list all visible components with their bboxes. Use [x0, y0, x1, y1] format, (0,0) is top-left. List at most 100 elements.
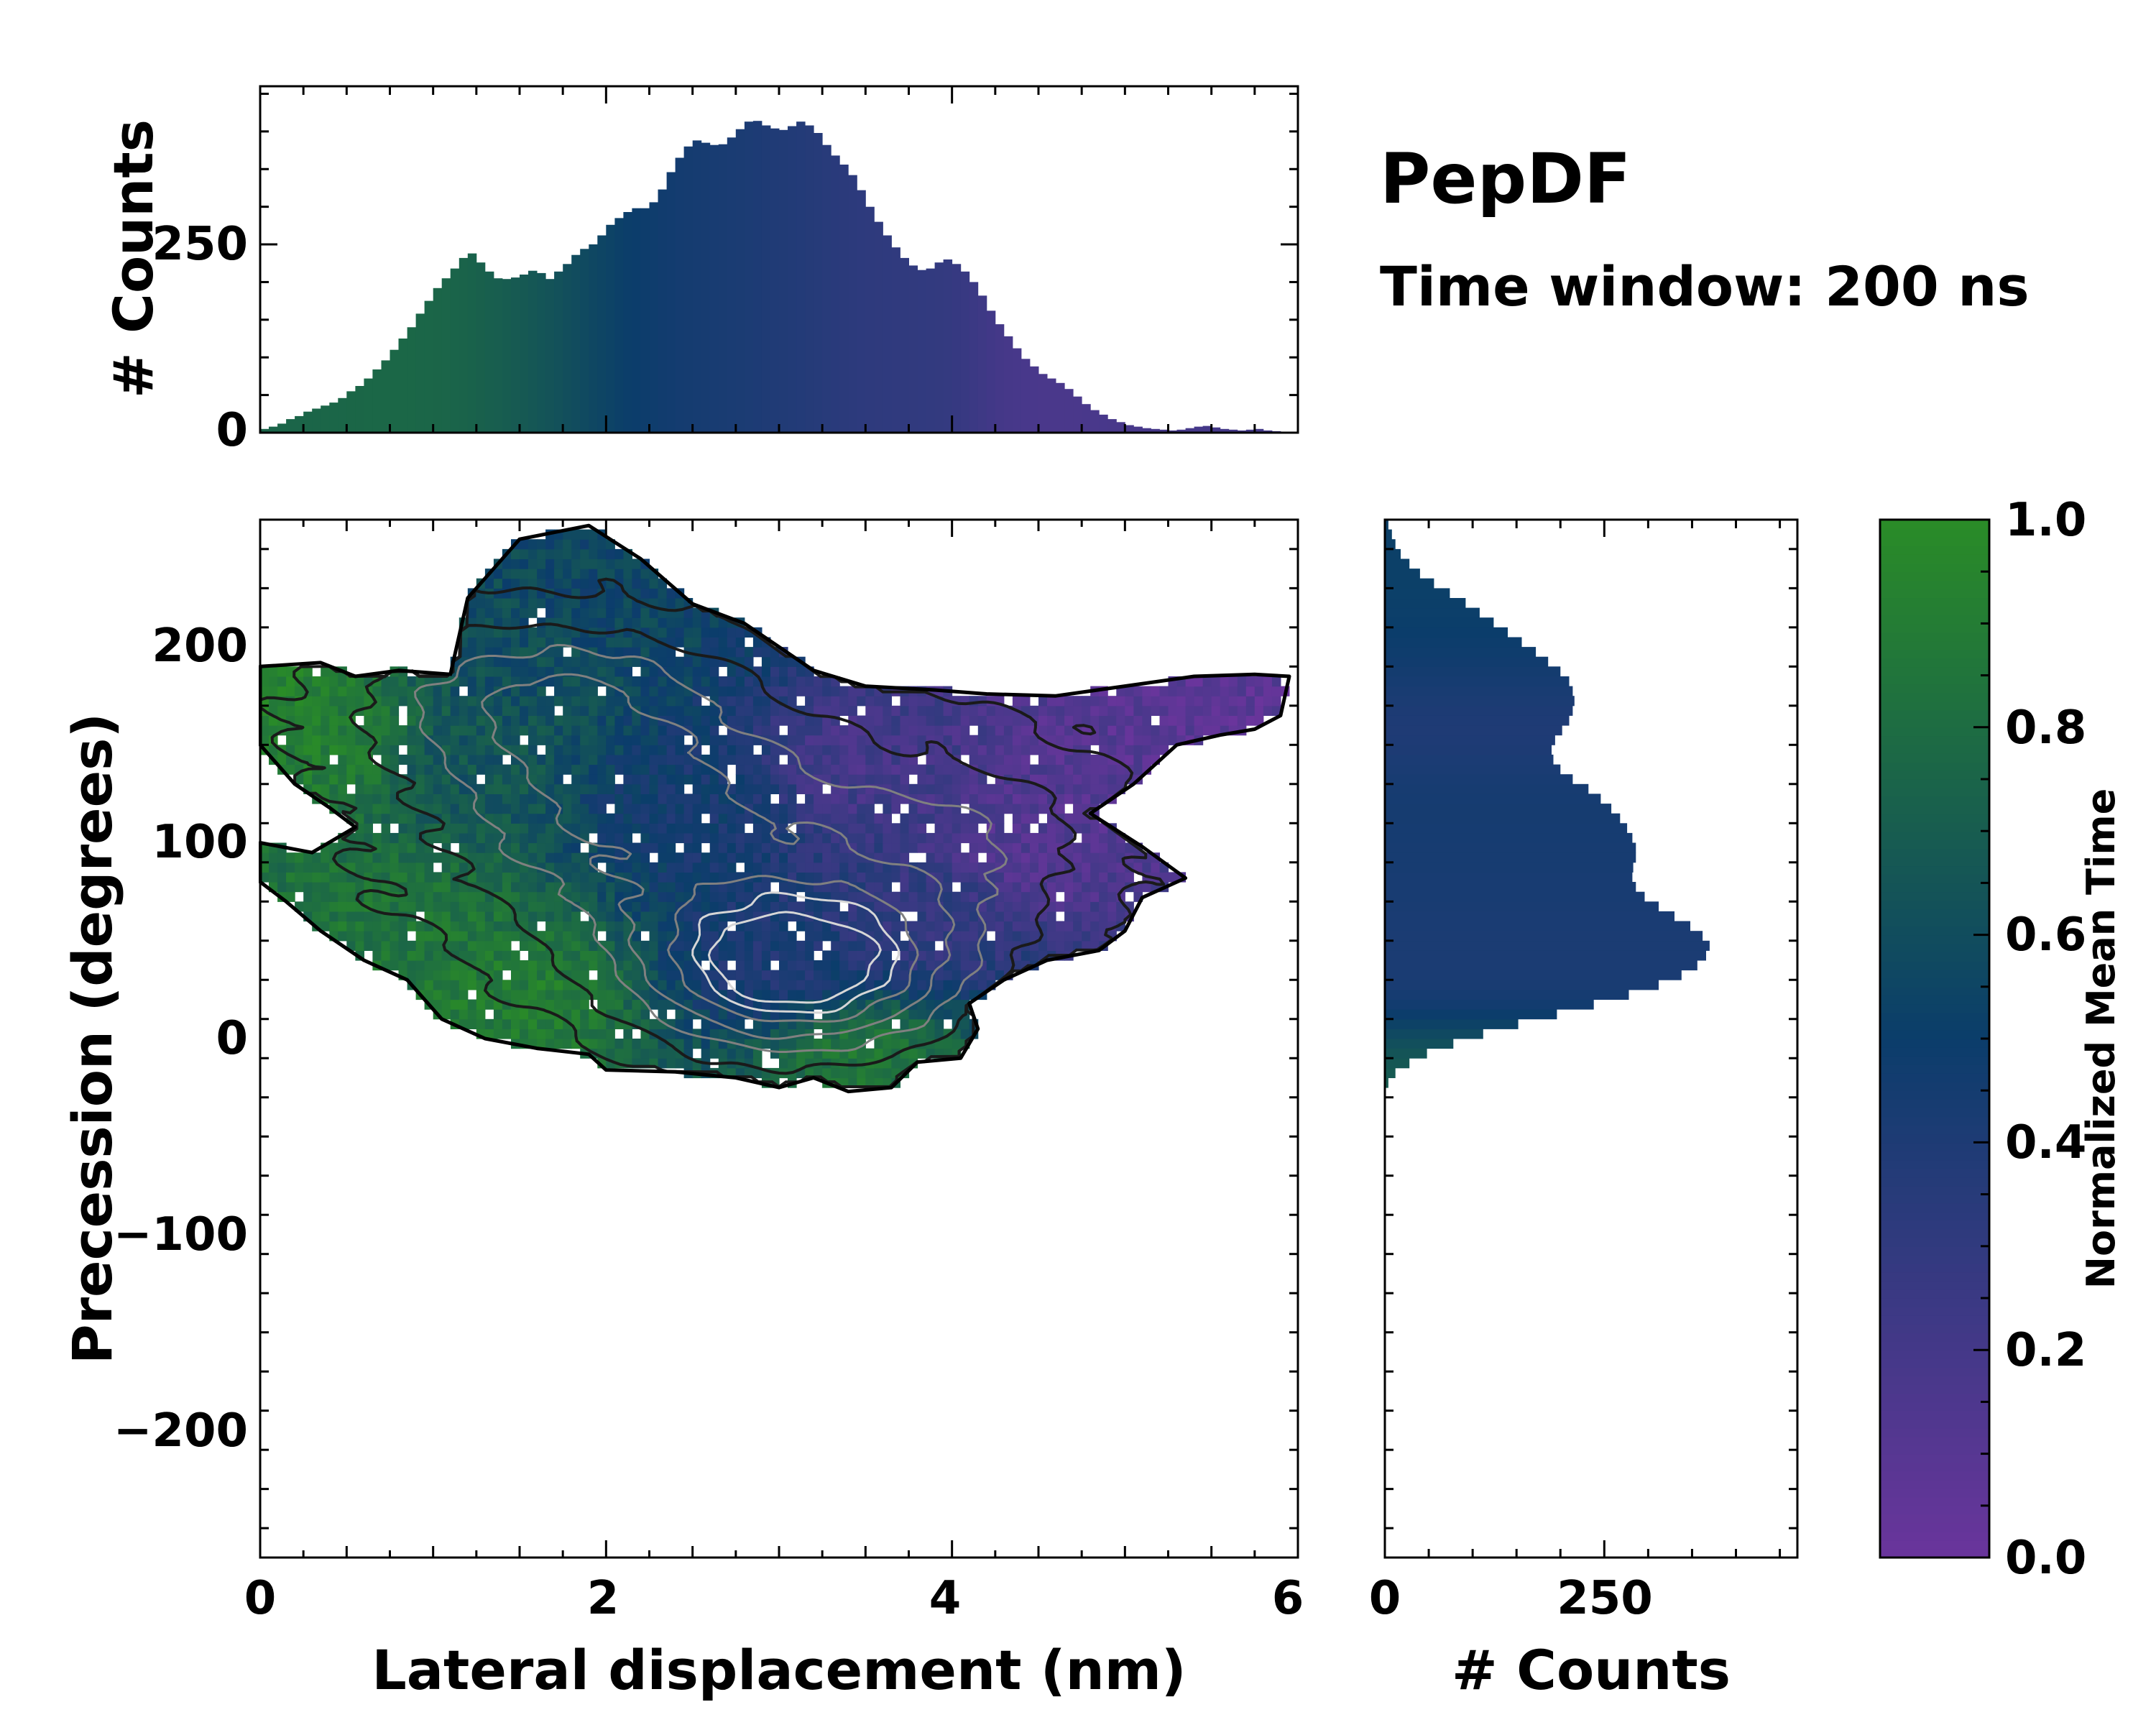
- heatmap-cell: [692, 764, 702, 775]
- heatmap-cell: [580, 637, 589, 648]
- heatmap-cell: [450, 725, 460, 736]
- heatmap-cell: [917, 705, 927, 716]
- heatmap-cell: [1082, 783, 1091, 794]
- heatmap-cell: [450, 911, 460, 922]
- heatmap-cell: [649, 960, 659, 971]
- heatmap-cell: [917, 921, 927, 932]
- heatmap-cell: [1254, 686, 1264, 696]
- heatmap-cell: [1056, 804, 1065, 814]
- heatmap-cell: [814, 813, 823, 824]
- heatmap-cell: [537, 804, 546, 814]
- heatmap-cell: [502, 891, 512, 902]
- heatmap-cell: [977, 842, 987, 853]
- heatmap-cell: [355, 921, 364, 932]
- heatmap-cell: [960, 823, 970, 834]
- chart-subtitle: Time window: 200 ns: [1380, 254, 2030, 318]
- heatmap-cell: [1211, 715, 1221, 726]
- heatmap-cell: [459, 891, 469, 902]
- heatmap-cell: [372, 705, 382, 716]
- heatmap-cell: [658, 921, 668, 932]
- top-histogram-bar: [857, 190, 866, 433]
- heatmap-cell: [606, 754, 615, 765]
- right-histogram-bar: [1385, 950, 1706, 961]
- heatmap-cell: [441, 891, 451, 902]
- heatmap-cell: [329, 842, 338, 853]
- heatmap-cell: [917, 823, 927, 834]
- heatmap-cell: [415, 960, 425, 971]
- heatmap-cell: [709, 832, 719, 844]
- heatmap-cell: [502, 980, 512, 990]
- heatmap-cell: [675, 774, 685, 785]
- heatmap-cell: [640, 607, 650, 618]
- heatmap-cell: [1099, 754, 1108, 765]
- heatmap-cell: [683, 989, 694, 1000]
- heatmap-cell: [900, 852, 910, 863]
- heatmap-cell: [390, 832, 400, 844]
- heatmap-cell: [683, 911, 694, 922]
- heatmap-cell: [692, 607, 702, 618]
- heatmap-cell: [554, 764, 563, 775]
- heatmap-cell: [908, 804, 918, 814]
- heatmap-cell: [450, 1009, 460, 1020]
- heatmap-cell: [329, 891, 338, 902]
- heatmap-cell: [511, 637, 520, 648]
- top-histogram-bar: [554, 271, 563, 433]
- heatmap-cell: [727, 862, 737, 873]
- top-histogram-bar: [502, 279, 512, 433]
- heatmap-cell: [805, 813, 814, 824]
- heatmap-cell: [606, 1018, 615, 1029]
- heatmap-cell: [666, 1048, 676, 1059]
- heatmap-cell: [744, 745, 754, 755]
- heatmap-cell: [709, 715, 719, 726]
- heatmap-cell: [1090, 882, 1100, 893]
- heatmap-cell: [1012, 852, 1022, 863]
- heatmap-cell: [969, 774, 979, 785]
- heatmap-cell: [321, 901, 330, 912]
- heatmap-cell: [977, 745, 987, 755]
- heatmap-cell: [346, 901, 356, 912]
- heatmap-cell: [511, 627, 520, 638]
- heatmap-cell: [450, 745, 460, 755]
- heatmap-cell: [589, 539, 598, 550]
- heatmap-cell: [666, 1029, 676, 1039]
- heatmap-cell: [1090, 872, 1100, 883]
- heatmap-cell: [701, 686, 711, 696]
- heatmap-cell: [883, 862, 892, 873]
- heatmap-cell: [286, 735, 295, 745]
- heatmap-cell: [632, 960, 641, 971]
- heatmap-cell: [571, 813, 581, 824]
- heatmap-cell: [814, 862, 823, 873]
- colorbar-label: Normalized Mean Time: [2078, 788, 2124, 1289]
- heatmap-cell: [1064, 783, 1074, 794]
- colorbar-step: [1880, 874, 1989, 884]
- heatmap-cell: [433, 970, 443, 980]
- top-histogram-bar: [372, 369, 382, 433]
- heatmap-cell: [857, 940, 866, 951]
- heatmap-cell: [597, 569, 607, 579]
- top-histogram-bar: [606, 224, 615, 433]
- colorbar-step: [1880, 1099, 1989, 1108]
- heatmap-cell: [1073, 774, 1082, 785]
- heatmap-cell: [977, 715, 987, 726]
- heatmap-cell: [597, 539, 607, 550]
- heatmap-cell: [459, 783, 469, 794]
- heatmap-cell: [744, 715, 754, 726]
- colorbar-step: [1880, 969, 1989, 979]
- heatmap-cell: [1099, 911, 1108, 922]
- heatmap-cell: [1038, 725, 1048, 736]
- heatmap-cell: [554, 852, 563, 863]
- heatmap-cell: [960, 960, 970, 971]
- heatmap-cell: [952, 794, 962, 804]
- heatmap-cell: [606, 970, 615, 980]
- heatmap-cell: [1038, 696, 1048, 707]
- heatmap-cell: [606, 921, 615, 932]
- heatmap-cell: [883, 804, 892, 814]
- colorbar-step: [1880, 952, 1989, 962]
- heatmap-cell: [589, 804, 598, 814]
- heatmap-cell: [1056, 715, 1065, 726]
- heatmap-cell: [934, 1009, 944, 1020]
- heatmap-cell: [857, 862, 866, 873]
- heatmap-cell: [441, 705, 451, 716]
- heatmap-cell: [761, 882, 771, 893]
- heatmap-cell: [761, 725, 771, 736]
